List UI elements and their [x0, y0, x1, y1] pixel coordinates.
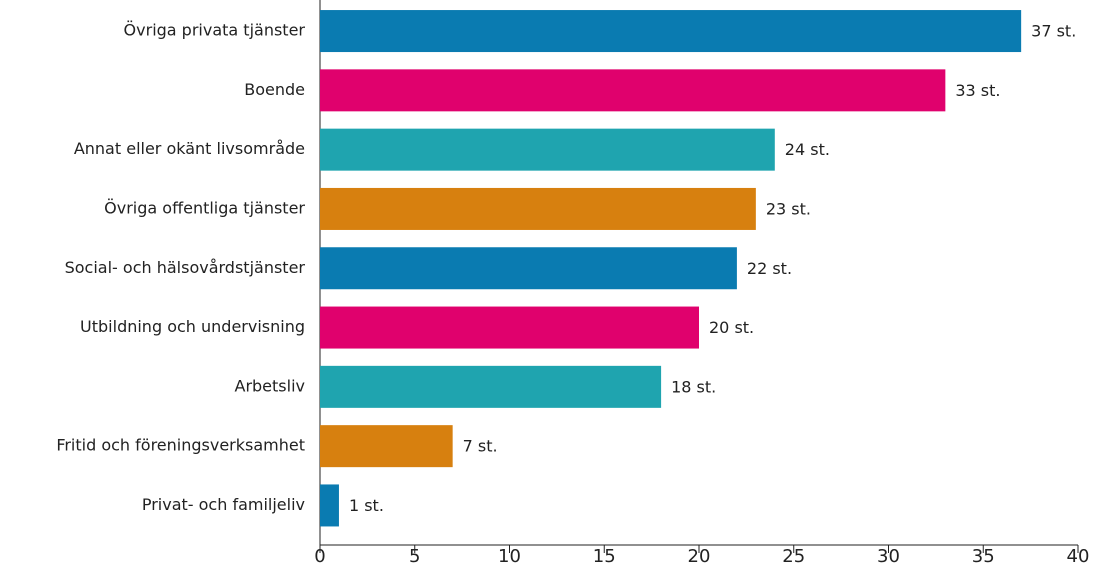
- bar: [320, 128, 775, 171]
- x-tick-label: 15: [593, 546, 616, 565]
- value-label: 18 st.: [671, 377, 716, 396]
- x-tick-label: 10: [498, 546, 521, 565]
- value-label: 1 st.: [349, 496, 384, 515]
- bar: [320, 306, 699, 349]
- value-label: 37 st.: [1031, 22, 1076, 41]
- value-label: 22 st.: [747, 259, 792, 278]
- value-label: 33 st.: [955, 81, 1000, 100]
- x-tick-label: 25: [782, 546, 805, 565]
- category-label: Fritid och föreningsverksamhet: [56, 436, 305, 455]
- category-label: Annat eller okänt livsområde: [74, 139, 305, 158]
- category-label: Övriga privata tjänster: [124, 21, 306, 40]
- value-label: 20 st.: [709, 318, 754, 337]
- value-label: 7 st.: [463, 437, 498, 456]
- bar: [320, 69, 946, 112]
- x-tick-label: 30: [877, 546, 900, 565]
- bar: [320, 365, 662, 408]
- bar: [320, 425, 453, 468]
- bar: [320, 10, 1022, 53]
- bar: [320, 484, 339, 527]
- category-label: Privat- och familjeliv: [142, 495, 305, 514]
- x-tick-label: 0: [314, 546, 325, 565]
- category-label: Social- och hälsovårdstjänster: [65, 258, 306, 277]
- bar: [320, 187, 756, 230]
- x-tick-label: 20: [688, 546, 711, 565]
- category-label: Utbildning och undervisning: [80, 317, 305, 336]
- x-tick-label: 5: [409, 546, 420, 565]
- x-tick-label: 35: [972, 546, 995, 565]
- x-tick-label: 40: [1067, 546, 1090, 565]
- category-label: Övriga offentliga tjänster: [104, 198, 305, 217]
- bar: [320, 247, 737, 290]
- value-label: 23 st.: [766, 199, 811, 218]
- category-label: Boende: [244, 80, 305, 99]
- category-label: Arbetsliv: [235, 376, 306, 395]
- value-label: 24 st.: [785, 140, 830, 159]
